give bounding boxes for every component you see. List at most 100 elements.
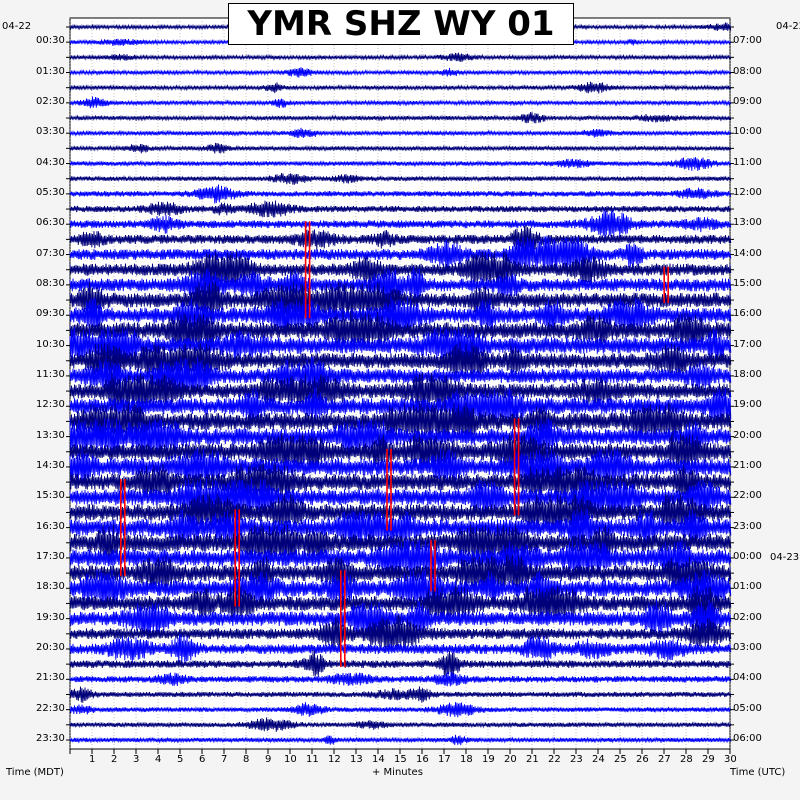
seismic-trace — [69, 372, 732, 410]
x-tick-label: 13 — [350, 754, 363, 765]
x-tick-label: 3 — [133, 754, 140, 765]
seismic-traces — [69, 22, 732, 746]
right-time-label: 15:00 — [733, 277, 762, 289]
x-tick-label: 1 — [89, 754, 96, 765]
left-axis-title: Time (MDT) — [6, 767, 64, 778]
x-tick-label: 7 — [221, 754, 228, 765]
x-tick-label: 6 — [199, 754, 206, 765]
seismic-trace — [69, 96, 732, 109]
seismic-trace — [69, 81, 732, 94]
x-tick-label: 18 — [460, 754, 473, 765]
left-time-label: 07:30 — [36, 247, 65, 259]
seismic-trace — [69, 402, 732, 441]
left-time-label: 23:30 — [36, 732, 65, 744]
seismic-trace — [69, 208, 732, 240]
left-time-label: 10:30 — [36, 338, 65, 350]
left-time-label: 14:30 — [36, 459, 65, 471]
x-tick-label: 28 — [680, 754, 693, 765]
right-time-label: 17:00 — [733, 338, 762, 350]
x-tick-label: 23 — [570, 754, 583, 765]
left-time-label: 21:30 — [36, 672, 65, 684]
left-time-label: 19:30 — [36, 611, 65, 623]
right-time-label: 20:00 — [733, 429, 762, 441]
right-time-label: 00:00 — [733, 550, 762, 562]
x-tick-label: 14 — [372, 754, 385, 765]
left-time-label: 11:30 — [36, 368, 65, 380]
seismic-trace — [69, 569, 732, 607]
seismic-trace — [69, 172, 732, 185]
right-time-label: 18:00 — [733, 368, 762, 380]
seismic-trace — [69, 52, 732, 63]
seismic-trace — [69, 433, 732, 471]
seismic-trace — [69, 478, 732, 517]
seismic-trace — [69, 326, 732, 365]
x-tick-label: 2 — [111, 754, 118, 765]
seismic-trace — [69, 523, 732, 562]
x-tick-label: 24 — [592, 754, 605, 765]
left-time-label: 02:30 — [36, 95, 65, 107]
seismic-trace — [69, 539, 732, 577]
clipped-segments — [120, 221, 670, 668]
right-time-label: 02:00 — [733, 611, 762, 623]
right-time-label: 13:00 — [733, 217, 762, 229]
left-time-label: 08:30 — [36, 277, 65, 289]
x-tick-label: 26 — [636, 754, 649, 765]
seismic-trace — [69, 633, 732, 665]
seismic-trace — [69, 584, 732, 623]
left-time-label: 00:30 — [36, 35, 65, 47]
seismic-trace — [69, 157, 732, 171]
left-time-label: 05:30 — [36, 186, 65, 198]
seismic-trace — [69, 463, 732, 501]
x-tick-label: 25 — [614, 754, 627, 765]
seismic-trace — [69, 448, 732, 486]
seismic-trace — [69, 127, 732, 139]
seismic-trace — [69, 200, 732, 218]
seismic-trace — [69, 341, 732, 380]
right-time-label: 08:00 — [733, 65, 762, 77]
x-tick-label: 27 — [658, 754, 671, 765]
left-time-label: 12:30 — [36, 399, 65, 411]
seismic-trace — [69, 493, 732, 532]
right-time-label: 12:00 — [733, 186, 762, 198]
x-tick-label: 8 — [243, 754, 250, 765]
seismic-trace — [69, 508, 732, 547]
left-time-label: 04:30 — [36, 156, 65, 168]
seismic-trace — [69, 67, 732, 78]
seismic-trace — [69, 387, 732, 426]
seismic-trace — [69, 266, 732, 304]
seismic-trace — [69, 615, 732, 653]
seismic-trace — [69, 734, 732, 746]
left-time-label: 06:30 — [36, 217, 65, 229]
right-time-label: 04:00 — [733, 672, 762, 684]
right-time-label: 11:00 — [733, 156, 762, 168]
right-time-label: 10:00 — [733, 126, 762, 138]
right-date-label: 04-22 — [776, 21, 800, 32]
right-time-label: 03:00 — [733, 641, 762, 653]
left-date-label: 04-22 — [2, 21, 32, 32]
seismic-trace — [69, 650, 732, 680]
right-time-label: 16:00 — [733, 308, 762, 320]
seismic-trace — [69, 296, 732, 335]
x-axis-title: + Minutes — [372, 767, 423, 778]
x-tick-label: 30 — [724, 754, 737, 765]
x-tick-label: 21 — [526, 754, 539, 765]
left-time-label: 15:30 — [36, 490, 65, 502]
seismic-trace — [69, 142, 732, 154]
left-time-label: 09:30 — [36, 308, 65, 320]
left-time-label: 18:30 — [36, 581, 65, 593]
seismic-trace — [69, 184, 732, 204]
seismic-trace — [69, 250, 732, 289]
seismic-trace — [69, 112, 732, 124]
seismic-trace — [69, 224, 732, 254]
right-date-next-label: 04-23 — [770, 552, 800, 563]
right-time-label: 14:00 — [733, 247, 762, 259]
left-time-label: 22:30 — [36, 702, 65, 714]
right-axis-title: Time (UTC) — [730, 767, 786, 778]
seismic-trace — [69, 235, 732, 274]
right-time-label: 09:00 — [733, 95, 762, 107]
axis-ticks — [66, 26, 734, 754]
x-tick-label: 10 — [284, 754, 297, 765]
x-tick-label: 4 — [155, 754, 162, 765]
x-tick-label: 5 — [177, 754, 184, 765]
